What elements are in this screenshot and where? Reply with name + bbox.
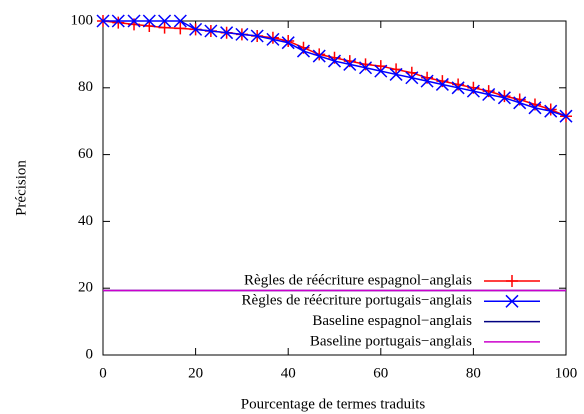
- marker: [220, 26, 234, 40]
- y-tick-label: 40: [78, 213, 93, 229]
- marker: [559, 109, 573, 123]
- y-tick-label: 100: [71, 12, 94, 28]
- legend-label: Règles de réécriture espagnol−anglais: [244, 272, 472, 288]
- marker: [466, 84, 480, 98]
- marker: [266, 32, 280, 46]
- x-tick-label: 60: [373, 365, 388, 381]
- series-line: [102, 20, 567, 117]
- marker: [374, 64, 388, 78]
- marker: [405, 71, 419, 85]
- marker: [96, 14, 110, 28]
- x-axis-label: Pourcentage de termes traduits: [241, 396, 426, 412]
- marker: [505, 294, 519, 308]
- legend-label: Règles de réécriture portugais−anglais: [242, 293, 473, 309]
- legend-label: Baseline portugais−anglais: [310, 333, 472, 349]
- plot-frame: [102, 20, 567, 356]
- marker: [204, 24, 218, 38]
- marker: [528, 101, 542, 115]
- y-tick-label: 80: [78, 79, 93, 95]
- y-tick-label: 60: [78, 146, 93, 162]
- marker: [296, 44, 311, 58]
- marker: [389, 67, 403, 81]
- marker: [281, 36, 295, 50]
- marker: [189, 22, 203, 36]
- marker: [235, 27, 249, 41]
- y-tick-label: 0: [86, 346, 94, 362]
- marker: [420, 74, 434, 88]
- marker: [112, 16, 125, 29]
- marker: [266, 31, 279, 44]
- marker: [111, 14, 125, 28]
- marker: [435, 77, 449, 91]
- marker: [451, 81, 465, 95]
- marker: [173, 14, 187, 28]
- marker: [250, 29, 264, 43]
- marker: [498, 90, 511, 103]
- marker: [343, 57, 357, 71]
- marker: [544, 103, 557, 116]
- marker: [127, 14, 141, 28]
- x-tick-label: 80: [466, 365, 481, 381]
- series-line: [103, 20, 567, 117]
- legend-label: Baseline espagnol−anglais: [312, 313, 472, 329]
- marker: [358, 61, 373, 75]
- marker: [174, 22, 187, 35]
- marker: [506, 275, 518, 287]
- marker: [544, 104, 558, 118]
- marker: [513, 96, 527, 110]
- x-tick-label: 40: [281, 365, 296, 381]
- marker: [312, 49, 326, 63]
- marker: [497, 91, 511, 105]
- marker: [142, 14, 156, 28]
- x-tick-label: 0: [99, 365, 107, 381]
- marker: [482, 87, 496, 102]
- marker: [158, 21, 171, 34]
- marker: [158, 14, 172, 28]
- y-tick-label: 20: [78, 280, 93, 296]
- x-tick-label: 20: [188, 365, 203, 381]
- y-axis-label: Précision: [13, 160, 29, 216]
- marker: [282, 35, 295, 48]
- x-tick-label: 100: [555, 365, 578, 381]
- marker: [327, 54, 342, 68]
